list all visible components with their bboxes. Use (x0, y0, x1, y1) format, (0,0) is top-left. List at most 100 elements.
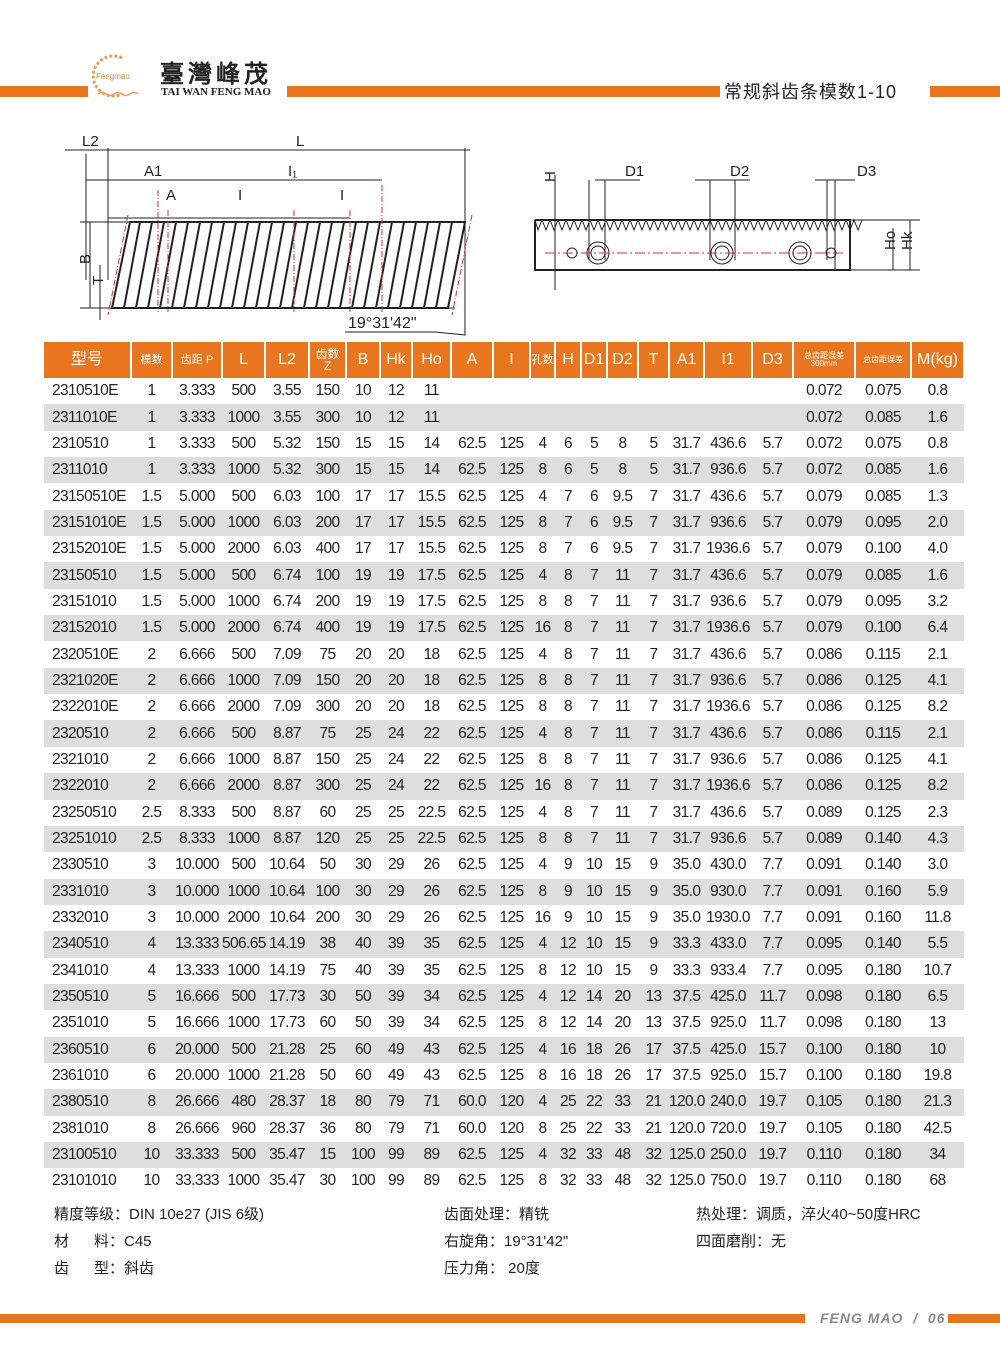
table-cell: 1 (131, 457, 172, 484)
model-cell: 2311010 (44, 457, 131, 484)
table-cell: 11 (607, 773, 638, 800)
table-cell: 1.5 (131, 615, 172, 642)
table-cell: 11 (615, 645, 630, 663)
table-cell: 125 (493, 667, 530, 695)
table-cell: 18 (309, 1089, 346, 1116)
table-cell: 10 (581, 878, 607, 905)
table-cell: 0.079 (806, 487, 842, 505)
table-cell: 436.6 (710, 487, 746, 505)
table-cell: 150 (315, 434, 340, 452)
table-cell: 35 (423, 961, 440, 979)
table-cell: 7 (563, 487, 573, 505)
table-cell: 5.000 (179, 592, 215, 610)
table-cell: 100 (350, 1172, 376, 1190)
table-cell: 120 (493, 1089, 530, 1116)
table-cell: 2.5 (141, 803, 162, 821)
table-cell: 8 (538, 1119, 547, 1137)
table-cell: 19 (380, 562, 412, 589)
table-row: 2320510 2 6.666 500 8.87 75 25 24 22 62.5 125 4 8 7 11… (44, 720, 964, 747)
column-header: 齿距 P (172, 342, 223, 378)
table-cell: 11.7 (752, 983, 793, 1011)
spec-surface: 齿面处理：精铣 (444, 1206, 550, 1223)
column-header: D2 (607, 342, 639, 378)
table-cell: 0.110 (793, 1141, 855, 1169)
table-cell: 11 (615, 698, 630, 716)
table-cell: 0.085 (855, 457, 911, 484)
table-cell: 6.666 (172, 667, 222, 695)
table-cell: 125 (493, 720, 530, 747)
table-cell: 436.6 (710, 645, 746, 663)
table-cell: 36 (319, 1119, 336, 1137)
table-cell: 10.000 (175, 856, 219, 874)
table-cell: 0.180 (855, 1141, 911, 1169)
table-cell: 49 (380, 1036, 412, 1063)
table-cell: 7 (638, 562, 669, 589)
table-cell: 8 (538, 698, 547, 716)
table-cell: 10 (585, 909, 603, 927)
table-cell: 240.0 (704, 1089, 752, 1116)
table-cell: 12 (559, 1014, 577, 1032)
column-header: D1 (581, 342, 608, 378)
table-cell: 7 (638, 615, 669, 642)
table-cell: 14 (423, 434, 440, 452)
table-row: 23151010E 1.5 5.000 1000 6.03 200 17 17 15.5 62.5… (44, 509, 964, 537)
table-cell (493, 378, 530, 404)
table-cell: 100 (309, 878, 346, 905)
table-cell: 14.19 (269, 961, 305, 979)
table-cell: 75 (319, 645, 336, 663)
table-cell: 0.075 (865, 382, 901, 400)
rack-front-view-diagram: H D1 D2 D3 Ho Hk (534, 163, 920, 290)
table-cell: 7.7 (752, 931, 793, 958)
table-cell: 6.74 (265, 562, 309, 589)
model-cell: 2341010 (52, 961, 109, 979)
table-cell: 4 (530, 720, 555, 747)
table-cell: 50 (346, 983, 380, 1011)
table-cell: 7.09 (273, 698, 301, 716)
table-cell: 7 (581, 667, 607, 695)
table-cell: 120.0 (669, 1119, 705, 1137)
table-cell: 32 (645, 1172, 662, 1190)
model-cell: 2331010 (44, 878, 131, 905)
table-cell: 0.100 (855, 615, 911, 642)
table-cell: 25 (354, 803, 372, 821)
table-cell: 37.5 (669, 983, 704, 1011)
table-cell: 37.5 (672, 1014, 701, 1032)
table-cell: 15.5 (412, 509, 451, 537)
table-cell: 9 (649, 856, 658, 874)
table-cell: 4 (538, 856, 547, 874)
table-cell: 19.7 (758, 1119, 787, 1137)
table-cell: 31.7 (672, 540, 701, 558)
table-cell (638, 378, 669, 404)
table-cell: 21.3 (911, 1089, 964, 1116)
table-cell: 25 (346, 773, 380, 800)
table-cell: 6 (563, 434, 573, 452)
table-cell: 0.180 (865, 1172, 901, 1190)
model-cell: 2332010 (52, 909, 109, 927)
table-cell: 125 (499, 856, 524, 874)
table-cell: 42.5 (923, 1119, 952, 1137)
table-cell: 60 (319, 1014, 336, 1032)
table-cell: 5.7 (752, 509, 793, 537)
model-cell: 2360510 (44, 1036, 131, 1063)
table-cell: 0.086 (806, 645, 842, 663)
table-cell: 62.5 (458, 1067, 486, 1085)
table-cell: 4 (530, 1036, 555, 1063)
table-cell: 8 (538, 1172, 547, 1190)
table-cell: 2000 (227, 909, 260, 927)
table-cell: 62.5 (458, 803, 486, 821)
table-cell: 1000 (227, 1172, 260, 1190)
table-cell: 9 (563, 909, 573, 927)
table-cell: 15 (346, 457, 380, 484)
table-cell: 8.2 (911, 773, 964, 800)
dim-label-d3: D3 (857, 163, 876, 180)
table-cell (493, 404, 530, 431)
dim-label-i1: I₁ (288, 163, 297, 180)
table-cell: 29 (387, 909, 405, 927)
table-cell: 0.089 (806, 803, 842, 821)
table-cell: 5.7 (752, 457, 793, 484)
table-cell: 33 (585, 1172, 603, 1190)
model-cell: 2330510 (52, 856, 109, 874)
header-rule-mid (287, 86, 720, 97)
table-cell: 15.5 (417, 487, 446, 505)
table-cell: 38 (309, 931, 346, 958)
